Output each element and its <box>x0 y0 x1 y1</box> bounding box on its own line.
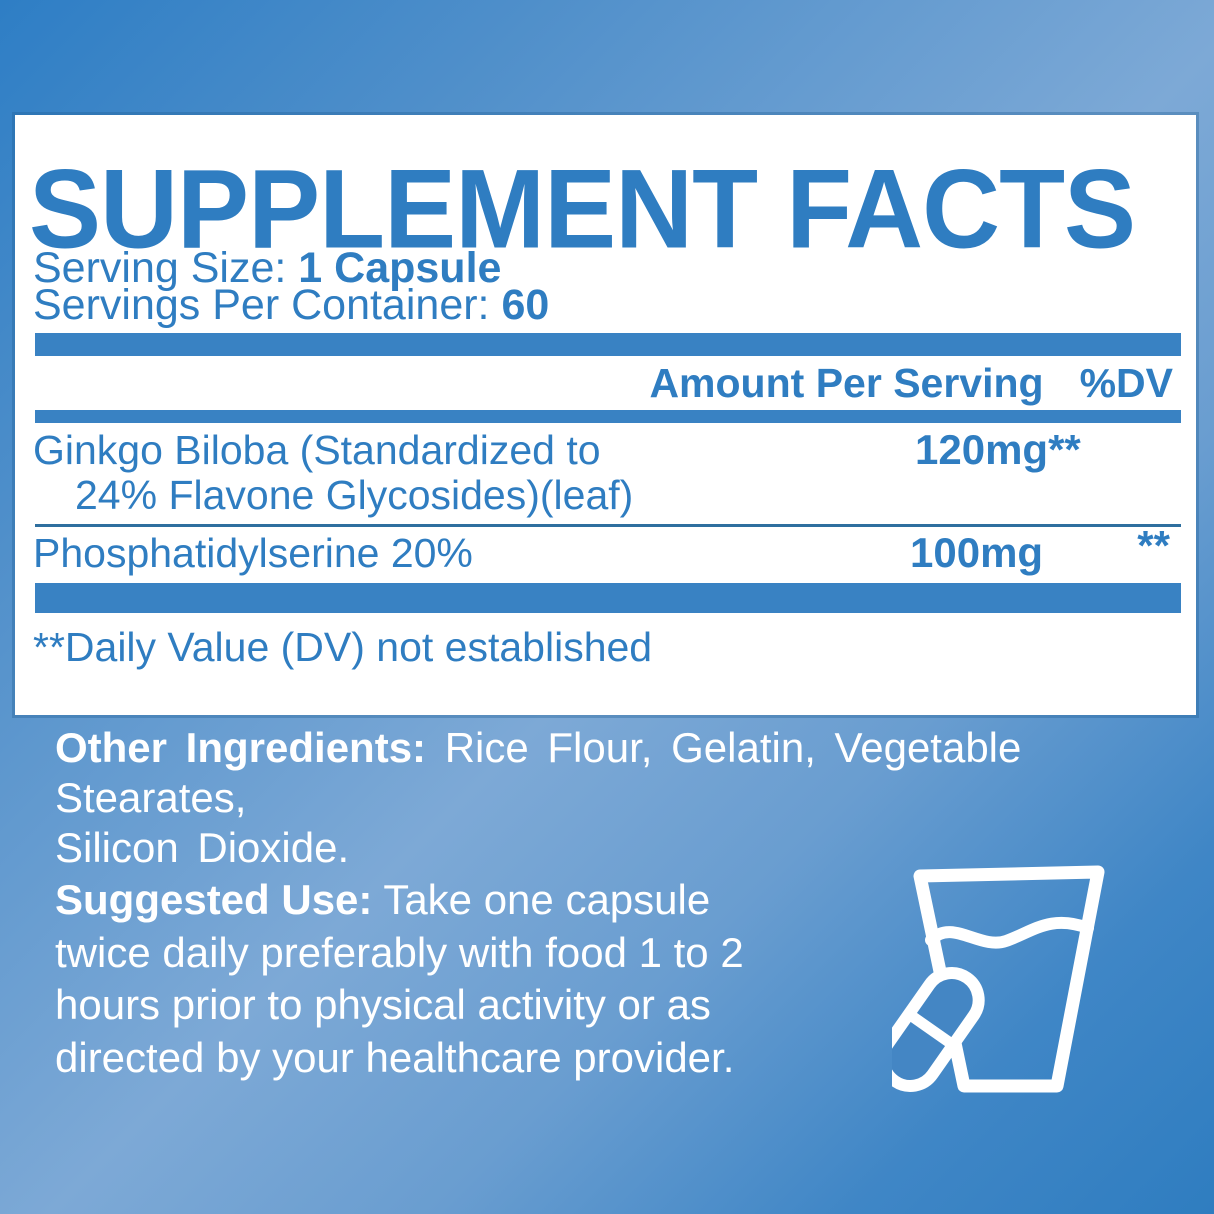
capsule-shape <box>877 967 985 1092</box>
thick-divider-bar-bottom <box>35 583 1181 613</box>
ingredient-row-phosphatidylserine-amount: 100mg <box>910 529 1044 576</box>
ingredient-row-ginkgo-line2: 24% Flavone Glycosides)(leaf) <box>75 472 634 518</box>
suggested-use-section: Suggested Use: Take one capsule twice da… <box>55 874 875 1084</box>
serving-size-label: Serving Size: <box>33 244 299 292</box>
servings-per-container-value: 60 <box>501 281 550 329</box>
suggested-use-line1: Take one capsule <box>372 876 711 923</box>
servings-per-container-line: Servings Per Container: 60 <box>33 283 549 327</box>
suggested-use-line2: twice daily preferably with food 1 to 2 <box>55 928 744 976</box>
suggested-use-line4: directed by your healthcare provider. <box>55 1033 735 1081</box>
ingredient-row-phosphatidylserine: Phosphatidylserine 20% <box>33 530 473 576</box>
dv-header: %DV <box>1079 360 1173 406</box>
header-underline-bar <box>35 410 1181 423</box>
panel-title: SUPPLEMENT FACTS <box>29 145 1136 272</box>
amount-per-serving-header: Amount Per Serving <box>649 360 1044 406</box>
other-ingredients-line1: Rice Flour, Gelatin, Vegetable Stearates… <box>55 724 1022 821</box>
other-ingredients-line2: Silicon Dioxide. <box>55 824 350 871</box>
serving-size-line: Serving Size: 1 Capsule <box>33 246 501 290</box>
ingredient-row-ginkgo-amount: 120mg** <box>915 426 1081 473</box>
thick-divider-bar-top <box>35 333 1181 356</box>
suggested-use-label: Suggested Use: <box>55 876 373 923</box>
other-ingredients-label: Other Ingredients: <box>55 724 427 771</box>
serving-size-value: 1 Capsule <box>298 244 502 292</box>
ingredient-row-ginkgo-line1: Ginkgo Biloba (Standardized to <box>33 427 601 473</box>
servings-per-container-label: Servings Per Container: <box>33 281 502 329</box>
water-wave-line <box>925 916 1094 949</box>
supplement-facts-panel: SUPPLEMENT FACTS Serving Size: 1 Capsule… <box>12 112 1199 718</box>
row-separator-rule <box>35 524 1181 527</box>
suggested-use-line3: hours prior to physical activity or as <box>55 981 711 1028</box>
daily-value-footnote: **Daily Value (DV) not established <box>33 624 653 670</box>
ingredient-row-phosphatidylserine-dv: ** <box>1137 522 1170 569</box>
table-header-row: Amount Per Serving %DV <box>649 360 1173 406</box>
water-glass-capsule-icon <box>877 858 1112 1113</box>
other-ingredients-section: Other Ingredients: Rice Flour, Gelatin, … <box>55 723 1167 873</box>
